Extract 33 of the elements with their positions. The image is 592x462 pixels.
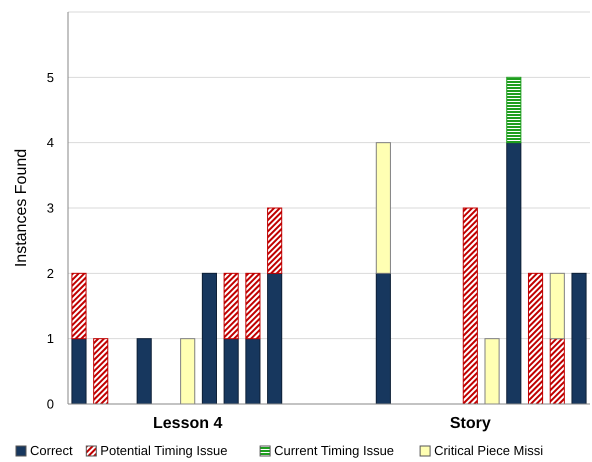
bar — [71, 272, 87, 340]
x-tick-label: Lesson 4 — [153, 415, 222, 432]
legend-label: Potential Timing Issue — [100, 443, 228, 458]
bar — [376, 272, 391, 404]
bar — [267, 208, 282, 274]
bar — [462, 208, 478, 404]
bar — [506, 142, 522, 404]
y-tick-label: 2 — [46, 266, 54, 281]
bar — [550, 338, 565, 404]
legend-label: Critical Piece Missi — [434, 443, 544, 458]
bar — [267, 272, 282, 404]
bar — [245, 338, 260, 404]
bar — [245, 272, 260, 340]
bar — [202, 272, 217, 404]
bar — [136, 338, 152, 404]
y-axis-title: Instances Found — [13, 148, 30, 268]
y-tick-label: 5 — [46, 70, 54, 85]
bar — [506, 76, 522, 144]
y-tick-label: 1 — [46, 331, 54, 346]
bar — [571, 272, 587, 404]
legend-label: Current Timing Issue — [274, 443, 394, 458]
y-tick-label: 4 — [46, 135, 54, 150]
bar — [71, 338, 87, 404]
x-tick-label: Story — [450, 415, 491, 432]
bar — [550, 272, 565, 340]
y-tick-label: 0 — [46, 396, 54, 412]
legend-label: Correct — [30, 443, 74, 458]
bar — [224, 338, 239, 404]
y-tick-label: 3 — [46, 200, 54, 216]
bar — [224, 272, 239, 340]
bar — [376, 142, 391, 274]
bar — [528, 272, 544, 404]
bar — [93, 338, 108, 404]
